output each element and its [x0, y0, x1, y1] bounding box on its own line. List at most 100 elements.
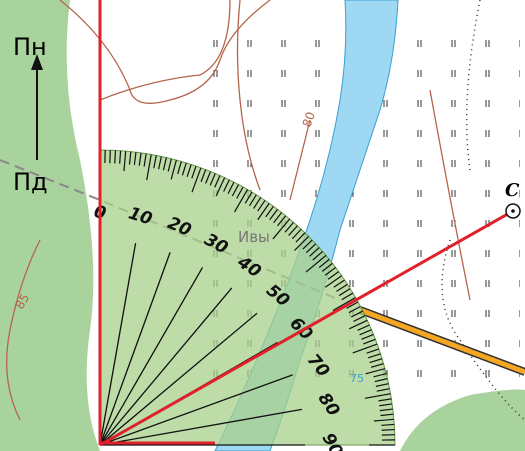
- contour-label: 85: [12, 291, 32, 311]
- scale-tick: [233, 189, 249, 213]
- scale-tick: [363, 338, 376, 345]
- scale-tick: [265, 205, 274, 218]
- scale-tick: [273, 212, 283, 224]
- scale-ray: [99, 312, 258, 446]
- scale-tick: [312, 251, 324, 261]
- scale-tick: [357, 324, 370, 331]
- scale-tick: [318, 258, 330, 268]
- forest-left: [0, 0, 100, 451]
- scale-tick: [348, 305, 361, 314]
- scale-tick: [336, 283, 348, 292]
- scale-tick: [244, 191, 253, 204]
- scale-tick: [153, 155, 157, 169]
- scale-ray: [99, 243, 137, 446]
- forest-right: [400, 389, 525, 451]
- scale-tick: [302, 239, 313, 250]
- scale-tick: [364, 393, 391, 399]
- scale-tick: [338, 288, 351, 297]
- scale-tick: [350, 310, 364, 318]
- scale-tick: [133, 152, 137, 166]
- scale-tick: [191, 165, 197, 179]
- scale-tick: [352, 343, 378, 354]
- scale-tick: [381, 428, 395, 431]
- scale-tick: [288, 225, 298, 236]
- scale-tick: [181, 162, 187, 176]
- scale-ray: [99, 408, 302, 446]
- scale-tick: [321, 262, 333, 272]
- scale-tick: [191, 167, 202, 193]
- scale-tick: [332, 296, 356, 312]
- scale-tick: [341, 292, 354, 301]
- scale-tick: [361, 333, 374, 340]
- scale-tick: [236, 186, 244, 199]
- contours: [6, 0, 471, 421]
- scale-tick: [324, 266, 336, 276]
- scale-tick: [333, 279, 345, 288]
- scale-tick: [223, 179, 230, 192]
- scale-tick: [162, 157, 167, 171]
- scale-tick: [378, 398, 392, 402]
- scale-tick: [381, 423, 395, 426]
- scale-tick: [346, 301, 359, 309]
- scale-tick: [366, 348, 380, 354]
- scale-tick: [277, 215, 287, 227]
- scale-tick: [376, 388, 390, 392]
- scale-tick: [369, 358, 383, 364]
- scale-tick: [200, 169, 207, 182]
- scale-tick: [359, 329, 372, 336]
- scale-tick: [214, 175, 221, 188]
- scale-tick: [128, 151, 132, 165]
- scale-tick: [365, 368, 386, 375]
- point-label: C: [505, 180, 520, 201]
- scale-tick: [170, 159, 177, 180]
- scale-tick: [215, 177, 226, 197]
- bearing-line: [99, 209, 514, 447]
- scale-tick: [119, 150, 122, 164]
- scale-tick: [146, 154, 152, 181]
- scale-tick: [379, 403, 393, 407]
- scale-tick: [284, 221, 294, 233]
- scale-tick: [380, 413, 394, 417]
- scale-tick: [348, 319, 368, 330]
- scale-tick: [294, 235, 310, 251]
- scale-tick: [295, 232, 306, 243]
- scale-tick: [227, 181, 235, 195]
- vegetation-label: Ивы: [238, 228, 270, 246]
- scale-tick: [375, 383, 389, 387]
- scale-tick: [305, 243, 317, 254]
- scale-tick: [123, 151, 127, 172]
- scale-tick: [167, 158, 172, 172]
- scale-ray: [99, 267, 204, 446]
- scale-tick: [143, 153, 147, 167]
- scale-tick: [324, 275, 342, 288]
- scale-tick: [138, 152, 142, 166]
- scale-tick: [114, 150, 117, 164]
- scale-tick: [272, 218, 291, 240]
- scale-tick: [309, 247, 320, 257]
- scale-tick: [374, 378, 388, 383]
- scale-tick: [373, 418, 394, 422]
- scale-tick: [353, 315, 366, 322]
- scale-tick: [209, 173, 216, 186]
- scale-tick: [205, 171, 212, 184]
- scale-tick: [158, 156, 162, 170]
- north-label: Пн: [13, 33, 47, 61]
- scale-tick: [257, 203, 270, 221]
- scale-tick: [370, 363, 384, 368]
- boundary: [441, 0, 525, 421]
- scale-tick: [257, 200, 266, 212]
- scale-ray: [99, 252, 171, 446]
- scale-ray: [99, 287, 233, 446]
- scale-tick: [373, 373, 387, 378]
- road: [359, 307, 525, 375]
- scale-tick: [379, 408, 393, 412]
- scale-tick: [291, 228, 302, 240]
- south-label: Пд: [13, 168, 48, 196]
- scale-tick: [248, 194, 257, 207]
- contour-label: 75: [350, 372, 364, 385]
- scale-tick: [253, 197, 262, 209]
- scale-tick: [305, 254, 327, 273]
- arrow-head: [31, 54, 43, 70]
- scale-tick: [186, 164, 192, 177]
